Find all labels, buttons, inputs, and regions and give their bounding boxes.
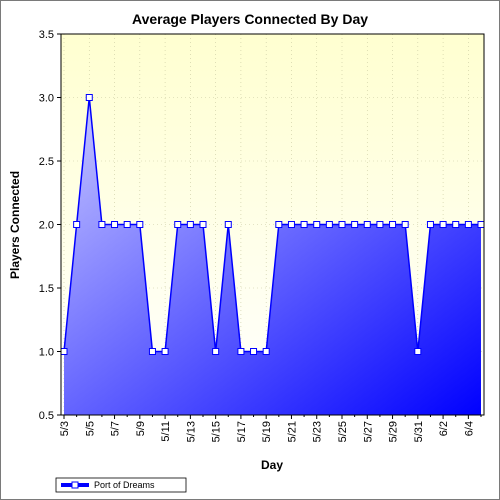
x-tick-label: 5/11 <box>160 421 172 442</box>
x-tick-label: 5/7 <box>110 421 122 436</box>
data-point <box>73 221 81 228</box>
x-tick-label: 6/2 <box>438 421 450 436</box>
x-tick-label: 5/19 <box>261 421 273 442</box>
data-point <box>186 221 194 228</box>
data-point <box>426 221 434 228</box>
x-tick-label: 5/5 <box>84 421 96 436</box>
x-tick-label: 5/13 <box>185 421 197 442</box>
chart-title: Average Players Connected By Day <box>132 11 368 27</box>
data-point <box>237 348 245 355</box>
x-axis-label: Day <box>261 458 283 472</box>
data-point <box>212 348 220 355</box>
x-tick-label: 5/3 <box>59 421 71 436</box>
y-tick-label: 0.5 <box>39 410 54 422</box>
data-point <box>287 221 295 228</box>
y-tick-label: 1.0 <box>39 347 54 359</box>
x-tick-label: 5/21 <box>286 421 298 442</box>
data-point <box>148 348 156 355</box>
y-tick-label: 2.0 <box>39 220 54 232</box>
series-area <box>64 97 481 415</box>
data-point <box>464 221 472 228</box>
data-point <box>300 221 308 228</box>
data-point <box>60 348 68 355</box>
data-point <box>262 348 270 355</box>
data-point <box>224 221 232 228</box>
data-point <box>376 221 384 228</box>
data-point <box>174 221 182 228</box>
x-tick-label: 5/29 <box>388 421 400 442</box>
data-point <box>351 221 359 228</box>
data-points <box>60 94 485 355</box>
x-tick-label: 5/23 <box>312 421 324 442</box>
data-point <box>136 221 144 228</box>
y-tick-label: 1.5 <box>39 283 54 295</box>
data-point <box>325 221 333 228</box>
data-point <box>199 221 207 228</box>
data-point <box>111 221 119 228</box>
x-tick-label: 5/25 <box>337 421 349 442</box>
legend: Port of Dreams <box>55 477 187 493</box>
data-point <box>275 221 283 228</box>
data-point <box>452 221 460 228</box>
data-point <box>250 348 258 355</box>
legend-label: Port of Dreams <box>94 480 155 490</box>
series-line <box>63 97 481 353</box>
y-axis-label: Players Connected <box>8 171 22 279</box>
data-point <box>389 221 397 228</box>
x-axis-ticks: 5/3 5/5 5/7 5/9 5/11 5/13 5/15 5/17 5/19 5/21 5/23… <box>59 415 482 442</box>
x-tick-label: 5/15 <box>211 421 223 442</box>
data-point <box>439 221 447 228</box>
y-tick-label: 2.5 <box>39 156 54 168</box>
x-tick-label: 6/4 <box>463 421 475 436</box>
y-tick-label: 3.5 <box>39 29 54 41</box>
data-point <box>313 221 321 228</box>
data-point <box>477 221 485 228</box>
data-point <box>363 221 371 228</box>
x-tick-label: 5/27 <box>362 421 374 442</box>
x-tick-label: 5/9 <box>135 421 147 436</box>
legend-box <box>55 477 187 493</box>
legend-swatch-marker <box>71 481 79 489</box>
y-tick-label: 3.0 <box>39 93 54 105</box>
data-point <box>401 221 409 228</box>
y-axis-ticks: 0.5 1.0 1.5 2.0 2.5 3.0 3.5 <box>39 29 61 422</box>
data-point <box>85 94 93 101</box>
data-point <box>123 221 131 228</box>
data-point <box>414 348 422 355</box>
data-point <box>161 348 169 355</box>
x-tick-label: 5/17 <box>236 421 248 442</box>
data-point <box>98 221 106 228</box>
data-point <box>338 221 346 228</box>
x-tick-label: 5/31 <box>413 421 425 442</box>
